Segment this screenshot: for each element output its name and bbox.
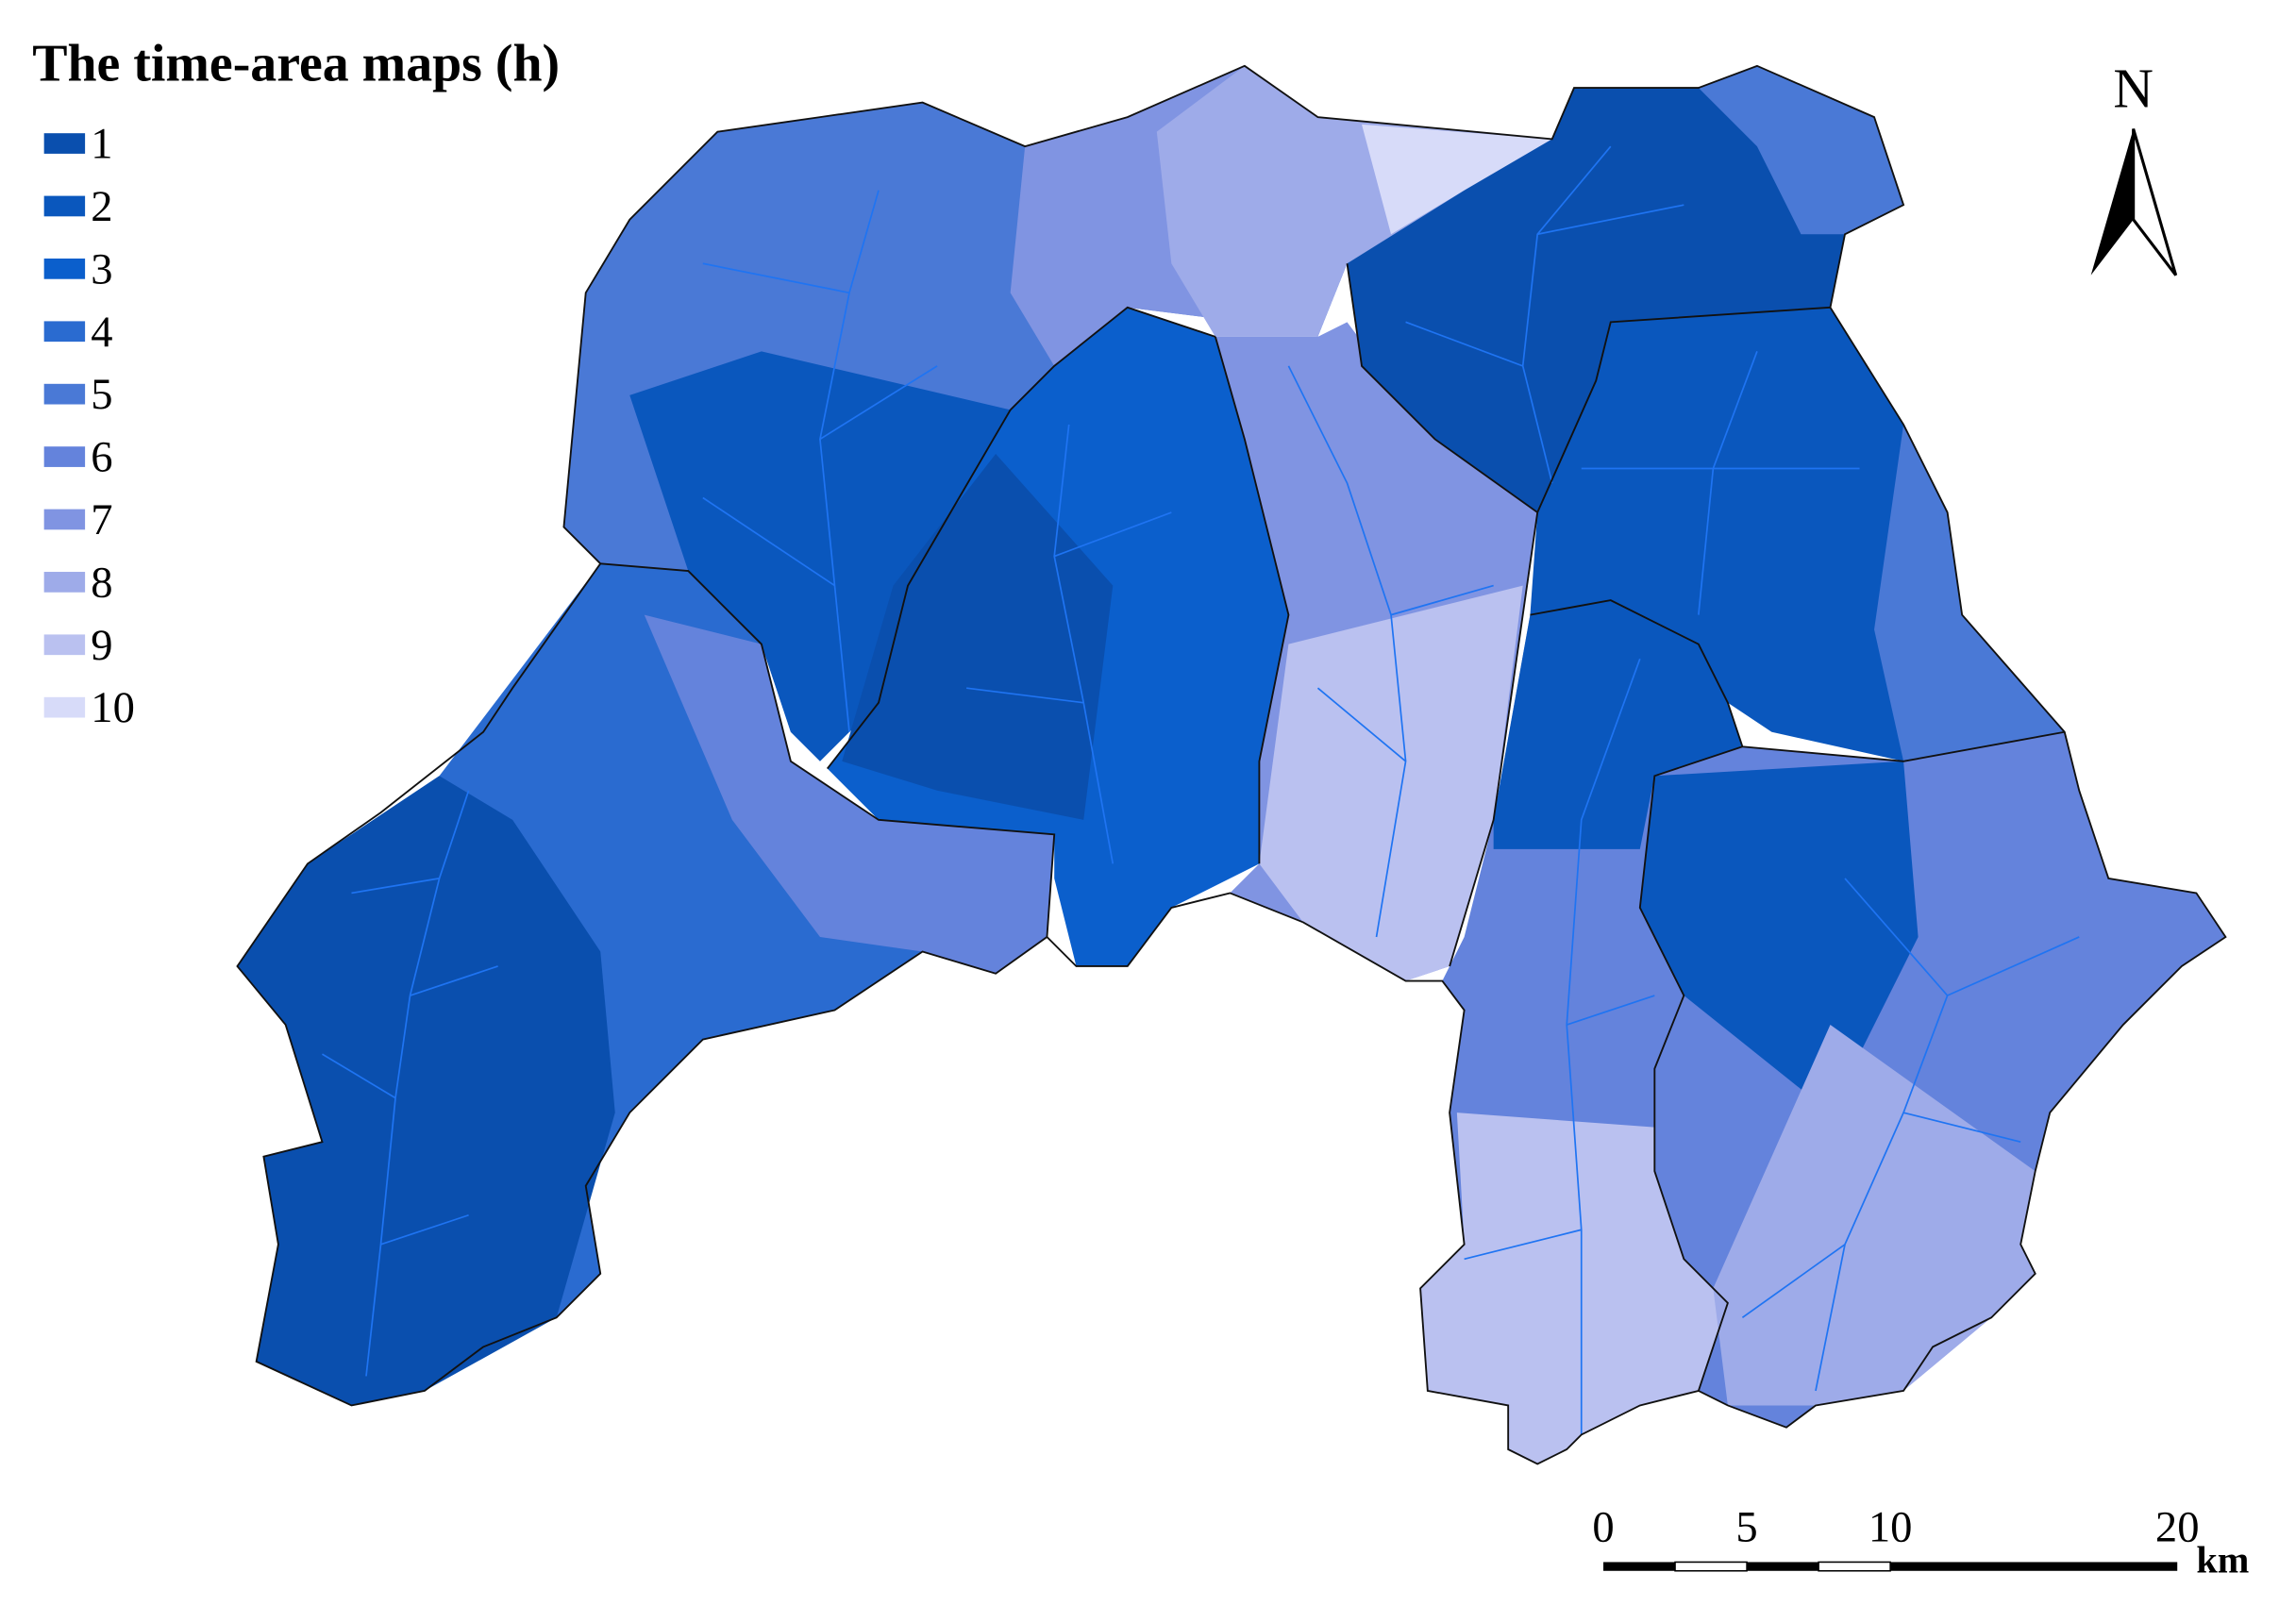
legend-label: 3: [91, 245, 112, 293]
north-arrow: N: [2090, 57, 2178, 276]
legend-swatch: [43, 321, 86, 343]
river: [1581, 351, 1860, 615]
legend-label: 5: [91, 371, 112, 419]
zone: [629, 351, 1011, 761]
zone: [1362, 124, 1552, 235]
legend-label: 2: [91, 183, 112, 231]
zone: [644, 614, 1055, 974]
river: [1464, 658, 1655, 1435]
outline: [236, 64, 2227, 1465]
scale-label: 20: [2155, 1504, 2200, 1552]
basin-outlines: [236, 64, 2227, 1465]
zone: [842, 453, 1114, 820]
arrow-right: [2132, 128, 2178, 276]
zone: [237, 776, 615, 1406]
zone: [1347, 65, 1904, 513]
legend-swatch: [43, 634, 86, 656]
scale-segment: [1603, 1562, 1676, 1571]
scale-label: 0: [1592, 1504, 1614, 1552]
legend-label: 4: [91, 309, 112, 357]
scale-segment: [1674, 1561, 1748, 1572]
scale-segment: [1890, 1562, 2178, 1571]
zone: [1420, 1112, 1728, 1464]
basins: [237, 65, 2226, 1464]
legend-label: 8: [91, 559, 112, 607]
river: [1287, 365, 1494, 938]
scale-segment: [1818, 1561, 1891, 1572]
scale-unit: km: [2196, 1538, 2249, 1581]
legend-swatch: [43, 258, 86, 279]
scale-label: 10: [1869, 1504, 1913, 1552]
legend-label: 1: [91, 121, 112, 169]
legend-label: 7: [91, 496, 112, 544]
legend-swatch: [43, 195, 86, 217]
map-title: The time-area maps (h): [32, 34, 560, 92]
legend-label: 10: [91, 684, 135, 732]
legend-swatch: [43, 383, 86, 405]
river: [702, 190, 938, 732]
river: [1741, 878, 2080, 1392]
legend-swatch: [43, 572, 86, 593]
zone: [1259, 585, 1523, 981]
zone: [1713, 1025, 2036, 1406]
north-label: N: [2113, 57, 2154, 119]
river: [365, 790, 470, 1377]
scale-label: 5: [1735, 1504, 1757, 1552]
legend-label: 6: [91, 434, 112, 482]
scale-segment: [1747, 1562, 1819, 1571]
legend-swatch: [43, 696, 86, 718]
legend: 1 2 3 4 5 6 7 8 9 10: [43, 121, 135, 732]
river: [966, 424, 1172, 864]
divide: [600, 263, 2065, 1392]
zone: [1493, 600, 1743, 849]
rivers: [322, 145, 2080, 1435]
river: [1405, 145, 1684, 484]
arrow-left: [2090, 128, 2134, 276]
legend-swatch: [43, 509, 86, 530]
legend-label: 9: [91, 622, 112, 670]
zone: [1639, 761, 1919, 1113]
legend-swatch: [43, 133, 86, 154]
legend-swatch: [43, 446, 86, 467]
river: [322, 878, 498, 1246]
zone: [1874, 424, 2080, 791]
